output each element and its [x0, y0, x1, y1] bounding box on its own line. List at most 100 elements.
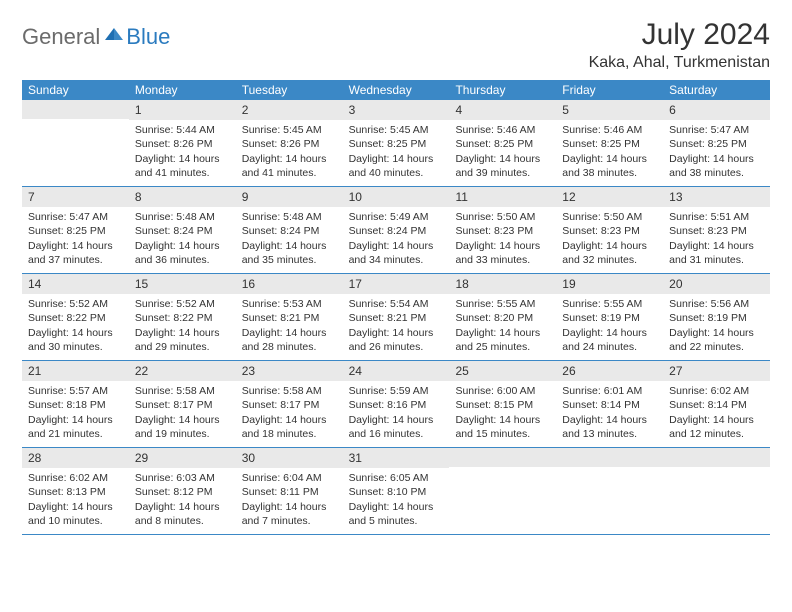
day-cell: 8Sunrise: 5:48 AMSunset: 8:24 PMDaylight…	[129, 187, 236, 273]
logo: General Blue	[22, 24, 170, 50]
sunrise-text: Sunrise: 5:46 AM	[562, 123, 657, 137]
weekday-header: Monday	[129, 80, 236, 100]
day-cell: 22Sunrise: 5:58 AMSunset: 8:17 PMDayligh…	[129, 361, 236, 447]
day-cell: 5Sunrise: 5:46 AMSunset: 8:25 PMDaylight…	[556, 100, 663, 186]
day-cell: 21Sunrise: 5:57 AMSunset: 8:18 PMDayligh…	[22, 361, 129, 447]
day-cell: 18Sunrise: 5:55 AMSunset: 8:20 PMDayligh…	[449, 274, 556, 360]
day-cell: 12Sunrise: 5:50 AMSunset: 8:23 PMDayligh…	[556, 187, 663, 273]
day-cell: 23Sunrise: 5:58 AMSunset: 8:17 PMDayligh…	[236, 361, 343, 447]
day-number: 27	[663, 361, 770, 381]
day-cell: 10Sunrise: 5:49 AMSunset: 8:24 PMDayligh…	[343, 187, 450, 273]
day-number: 12	[556, 187, 663, 207]
sunset-text: Sunset: 8:24 PM	[135, 224, 230, 238]
day-body: Sunrise: 5:45 AMSunset: 8:26 PMDaylight:…	[236, 120, 343, 186]
week-row: 7Sunrise: 5:47 AMSunset: 8:25 PMDaylight…	[22, 187, 770, 274]
sunrise-text: Sunrise: 5:49 AM	[349, 210, 444, 224]
sunrise-text: Sunrise: 5:48 AM	[242, 210, 337, 224]
sunrise-text: Sunrise: 5:53 AM	[242, 297, 337, 311]
daylight-text: Daylight: 14 hours and 8 minutes.	[135, 500, 230, 528]
sunrise-text: Sunrise: 6:02 AM	[28, 471, 123, 485]
day-number: 15	[129, 274, 236, 294]
day-cell: 9Sunrise: 5:48 AMSunset: 8:24 PMDaylight…	[236, 187, 343, 273]
daylight-text: Daylight: 14 hours and 41 minutes.	[135, 152, 230, 180]
day-number: 26	[556, 361, 663, 381]
day-body: Sunrise: 5:49 AMSunset: 8:24 PMDaylight:…	[343, 207, 450, 273]
daylight-text: Daylight: 14 hours and 28 minutes.	[242, 326, 337, 354]
sunset-text: Sunset: 8:25 PM	[349, 137, 444, 151]
day-number: 30	[236, 448, 343, 468]
sunset-text: Sunset: 8:17 PM	[242, 398, 337, 412]
day-number: 8	[129, 187, 236, 207]
day-number	[663, 448, 770, 467]
day-body: Sunrise: 6:00 AMSunset: 8:15 PMDaylight:…	[449, 381, 556, 447]
logo-mark-icon	[104, 25, 124, 50]
day-cell: 25Sunrise: 6:00 AMSunset: 8:15 PMDayligh…	[449, 361, 556, 447]
sunset-text: Sunset: 8:25 PM	[28, 224, 123, 238]
daylight-text: Daylight: 14 hours and 40 minutes.	[349, 152, 444, 180]
daylight-text: Daylight: 14 hours and 38 minutes.	[669, 152, 764, 180]
sunrise-text: Sunrise: 5:47 AM	[28, 210, 123, 224]
weekday-header: Wednesday	[343, 80, 450, 100]
sunset-text: Sunset: 8:24 PM	[349, 224, 444, 238]
sunrise-text: Sunrise: 6:01 AM	[562, 384, 657, 398]
day-number: 1	[129, 100, 236, 120]
week-row: 1Sunrise: 5:44 AMSunset: 8:26 PMDaylight…	[22, 100, 770, 187]
day-body: Sunrise: 5:58 AMSunset: 8:17 PMDaylight:…	[236, 381, 343, 447]
weekday-header: Tuesday	[236, 80, 343, 100]
week-row: 28Sunrise: 6:02 AMSunset: 8:13 PMDayligh…	[22, 448, 770, 535]
day-cell: 20Sunrise: 5:56 AMSunset: 8:19 PMDayligh…	[663, 274, 770, 360]
day-number: 5	[556, 100, 663, 120]
day-cell: 28Sunrise: 6:02 AMSunset: 8:13 PMDayligh…	[22, 448, 129, 534]
calendar-page: General Blue July 2024 Kaka, Ahal, Turkm…	[0, 0, 792, 553]
sunset-text: Sunset: 8:17 PM	[135, 398, 230, 412]
sunrise-text: Sunrise: 5:47 AM	[669, 123, 764, 137]
day-body: Sunrise: 5:53 AMSunset: 8:21 PMDaylight:…	[236, 294, 343, 360]
day-body: Sunrise: 5:47 AMSunset: 8:25 PMDaylight:…	[663, 120, 770, 186]
day-number: 2	[236, 100, 343, 120]
month-title: July 2024	[589, 18, 770, 52]
day-body: Sunrise: 5:47 AMSunset: 8:25 PMDaylight:…	[22, 207, 129, 273]
sunset-text: Sunset: 8:22 PM	[135, 311, 230, 325]
weekday-header: Thursday	[449, 80, 556, 100]
day-number: 22	[129, 361, 236, 381]
day-cell: 1Sunrise: 5:44 AMSunset: 8:26 PMDaylight…	[129, 100, 236, 186]
daylight-text: Daylight: 14 hours and 38 minutes.	[562, 152, 657, 180]
week-row: 14Sunrise: 5:52 AMSunset: 8:22 PMDayligh…	[22, 274, 770, 361]
sunset-text: Sunset: 8:26 PM	[135, 137, 230, 151]
day-cell: 11Sunrise: 5:50 AMSunset: 8:23 PMDayligh…	[449, 187, 556, 273]
day-body: Sunrise: 5:55 AMSunset: 8:19 PMDaylight:…	[556, 294, 663, 360]
sunrise-text: Sunrise: 5:59 AM	[349, 384, 444, 398]
daylight-text: Daylight: 14 hours and 30 minutes.	[28, 326, 123, 354]
day-cell: 24Sunrise: 5:59 AMSunset: 8:16 PMDayligh…	[343, 361, 450, 447]
day-body: Sunrise: 5:54 AMSunset: 8:21 PMDaylight:…	[343, 294, 450, 360]
daylight-text: Daylight: 14 hours and 16 minutes.	[349, 413, 444, 441]
weekday-header: Saturday	[663, 80, 770, 100]
day-number: 31	[343, 448, 450, 468]
sunrise-text: Sunrise: 6:05 AM	[349, 471, 444, 485]
day-body: Sunrise: 5:45 AMSunset: 8:25 PMDaylight:…	[343, 120, 450, 186]
sunrise-text: Sunrise: 5:46 AM	[455, 123, 550, 137]
day-cell: 13Sunrise: 5:51 AMSunset: 8:23 PMDayligh…	[663, 187, 770, 273]
sunset-text: Sunset: 8:23 PM	[669, 224, 764, 238]
day-body: Sunrise: 5:44 AMSunset: 8:26 PMDaylight:…	[129, 120, 236, 186]
day-cell: 31Sunrise: 6:05 AMSunset: 8:10 PMDayligh…	[343, 448, 450, 534]
day-number: 7	[22, 187, 129, 207]
daylight-text: Daylight: 14 hours and 13 minutes.	[562, 413, 657, 441]
day-cell: 2Sunrise: 5:45 AMSunset: 8:26 PMDaylight…	[236, 100, 343, 186]
day-cell: 14Sunrise: 5:52 AMSunset: 8:22 PMDayligh…	[22, 274, 129, 360]
calendar-grid: Sunday Monday Tuesday Wednesday Thursday…	[22, 80, 770, 535]
sunrise-text: Sunrise: 5:52 AM	[28, 297, 123, 311]
day-number: 21	[22, 361, 129, 381]
day-body: Sunrise: 6:02 AMSunset: 8:14 PMDaylight:…	[663, 381, 770, 447]
day-body: Sunrise: 6:03 AMSunset: 8:12 PMDaylight:…	[129, 468, 236, 534]
day-body: Sunrise: 5:48 AMSunset: 8:24 PMDaylight:…	[236, 207, 343, 273]
sunrise-text: Sunrise: 6:00 AM	[455, 384, 550, 398]
sunset-text: Sunset: 8:23 PM	[562, 224, 657, 238]
day-body: Sunrise: 5:56 AMSunset: 8:19 PMDaylight:…	[663, 294, 770, 360]
sunset-text: Sunset: 8:18 PM	[28, 398, 123, 412]
sunrise-text: Sunrise: 6:02 AM	[669, 384, 764, 398]
daylight-text: Daylight: 14 hours and 21 minutes.	[28, 413, 123, 441]
sunset-text: Sunset: 8:19 PM	[669, 311, 764, 325]
sunset-text: Sunset: 8:11 PM	[242, 485, 337, 499]
location-label: Kaka, Ahal, Turkmenistan	[589, 54, 770, 72]
